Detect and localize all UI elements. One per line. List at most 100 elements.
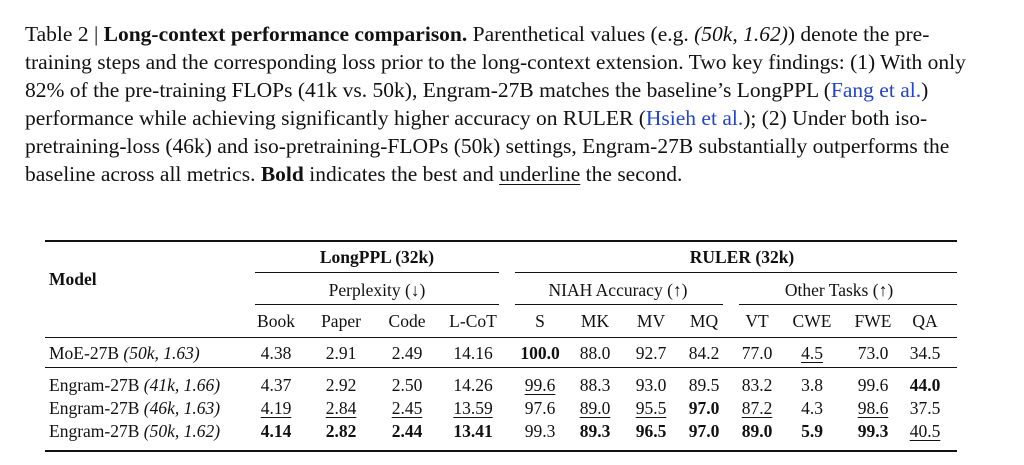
table-cell: 13.41 <box>453 421 493 441</box>
sub2-cmidrule <box>515 304 723 305</box>
table-cell: 99.6 <box>524 375 556 395</box>
table-cell: 99.6 <box>857 375 889 395</box>
table-cell: 34.5 <box>909 343 941 363</box>
top-rule <box>45 240 957 242</box>
model-params: (41k, 1.66) <box>143 375 221 395</box>
table-caption: Table 2 | Long-context performance compa… <box>25 20 980 188</box>
table-cell: 83.2 <box>741 375 773 395</box>
table-cell: 4.5 <box>801 343 823 363</box>
table-cell: 89.0 <box>579 398 611 418</box>
model-params: (50k, 1.62) <box>143 421 221 441</box>
table-cell: 14.16 <box>453 343 493 363</box>
table-cell: 13.59 <box>453 398 493 418</box>
model-name: Engram-27B (41k, 1.66) <box>49 374 220 396</box>
baseline-rule <box>45 367 957 368</box>
citation-link-fang[interactable]: Fang et al. <box>830 78 922 102</box>
table-cell: 97.0 <box>688 398 720 418</box>
table-cell: 44.0 <box>909 375 941 395</box>
table-cell: 4.14 <box>260 421 292 441</box>
model-name: Engram-27B (50k, 1.62) <box>49 420 220 442</box>
model-name: MoE-27B (50k, 1.63) <box>49 342 200 364</box>
table-cell: 99.3 <box>857 421 889 441</box>
table-cell: 5.9 <box>801 421 823 441</box>
caption-text: ) performance while achieving significan… <box>25 78 929 130</box>
table-cell: 37.5 <box>909 398 941 418</box>
column-header: VT <box>745 311 769 331</box>
table-cell: 4.19 <box>260 398 292 418</box>
perplexity-subheader: Perplexity (↓) <box>328 280 426 300</box>
table-cell: 97.0 <box>688 421 720 441</box>
caption-underline-word: underline <box>499 162 581 186</box>
table-cell: 2.45 <box>391 398 423 418</box>
niah-subheader: NIAH Accuracy (↑) <box>548 280 688 300</box>
table-cell: 14.26 <box>453 375 493 395</box>
table-cell: 88.3 <box>579 375 611 395</box>
table-cell: 84.2 <box>688 343 720 363</box>
caption-title: Long-context performance comparison. <box>103 22 468 46</box>
model-label: Engram-27B <box>49 375 144 395</box>
column-header: CWE <box>792 311 832 331</box>
table-cell: 40.5 <box>909 421 941 441</box>
table-cell: 4.38 <box>260 343 292 363</box>
table-cell: 2.92 <box>325 375 357 395</box>
column-header: MV <box>636 311 666 331</box>
model-header: Model <box>49 269 97 289</box>
bottom-rule <box>45 450 957 452</box>
table-cell: 2.84 <box>325 398 357 418</box>
model-params: (46k, 1.63) <box>143 398 221 418</box>
table-cell: 99.3 <box>524 421 556 441</box>
caption-text: Parenthetical values (e.g. <box>467 22 695 46</box>
column-header: QA <box>912 311 938 331</box>
caption-text: the second. <box>580 162 683 186</box>
table-cell: 2.82 <box>325 421 357 441</box>
column-header: FWE <box>854 311 892 331</box>
sub1-cmidrule <box>255 304 499 305</box>
column-header: S <box>535 311 545 331</box>
other-tasks-subheader: Other Tasks (↑) <box>784 280 894 300</box>
column-header: MK <box>580 311 610 331</box>
model-label: Engram-27B <box>49 421 144 441</box>
model-params: (50k, 1.63) <box>123 343 200 363</box>
model-label: MoE-27B <box>49 343 124 363</box>
column-header: Book <box>257 311 295 331</box>
table-cell: 77.0 <box>741 343 773 363</box>
caption-bold-word: Bold <box>260 162 304 186</box>
model-name: Engram-27B (46k, 1.63) <box>49 397 220 419</box>
caption-text: ); (2) Under both iso-pretraining-loss (… <box>25 106 950 186</box>
table-cell: 2.50 <box>391 375 423 395</box>
column-header: Paper <box>321 311 361 331</box>
table-cell: 4.37 <box>260 375 292 395</box>
model-label: Engram-27B <box>49 398 144 418</box>
column-header: MQ <box>689 311 719 331</box>
table-cell: 97.6 <box>524 398 556 418</box>
caption-text: ) denote the pre-training steps and the … <box>25 22 966 102</box>
table-cell: 89.0 <box>741 421 773 441</box>
table-cell: 2.91 <box>325 343 357 363</box>
table-cell: 93.0 <box>635 375 667 395</box>
table-cell: 87.2 <box>741 398 773 418</box>
table-cell: 96.5 <box>635 421 667 441</box>
table-cell: 88.0 <box>579 343 611 363</box>
longppl-group-header: LongPPL (32k) <box>319 247 435 267</box>
table-cell: 92.7 <box>635 343 667 363</box>
table-cell: 2.44 <box>391 421 423 441</box>
table-cell: 2.49 <box>391 343 423 363</box>
citation-link-hsieh[interactable]: Hsieh et al. <box>645 106 744 130</box>
table-cell: 3.8 <box>801 375 823 395</box>
table-cell: 73.0 <box>857 343 889 363</box>
group2-cmidrule <box>515 272 957 273</box>
table-cell: 100.0 <box>520 343 560 363</box>
caption-prefix: Table 2 | <box>25 22 104 46</box>
table-cell: 89.3 <box>579 421 611 441</box>
group1-cmidrule <box>255 272 499 273</box>
table-cell: 89.5 <box>688 375 720 395</box>
header-rule <box>45 337 957 338</box>
column-header: Code <box>388 311 426 331</box>
caption-text: indicates the best and <box>303 162 500 186</box>
table-cell: 95.5 <box>635 398 667 418</box>
sub3-cmidrule <box>739 304 957 305</box>
ruler-group-header: RULER (32k) <box>689 247 795 267</box>
table-cell: 98.6 <box>857 398 889 418</box>
table-cell: 4.3 <box>801 398 823 418</box>
caption-example: (50k, 1.62) <box>694 22 788 46</box>
